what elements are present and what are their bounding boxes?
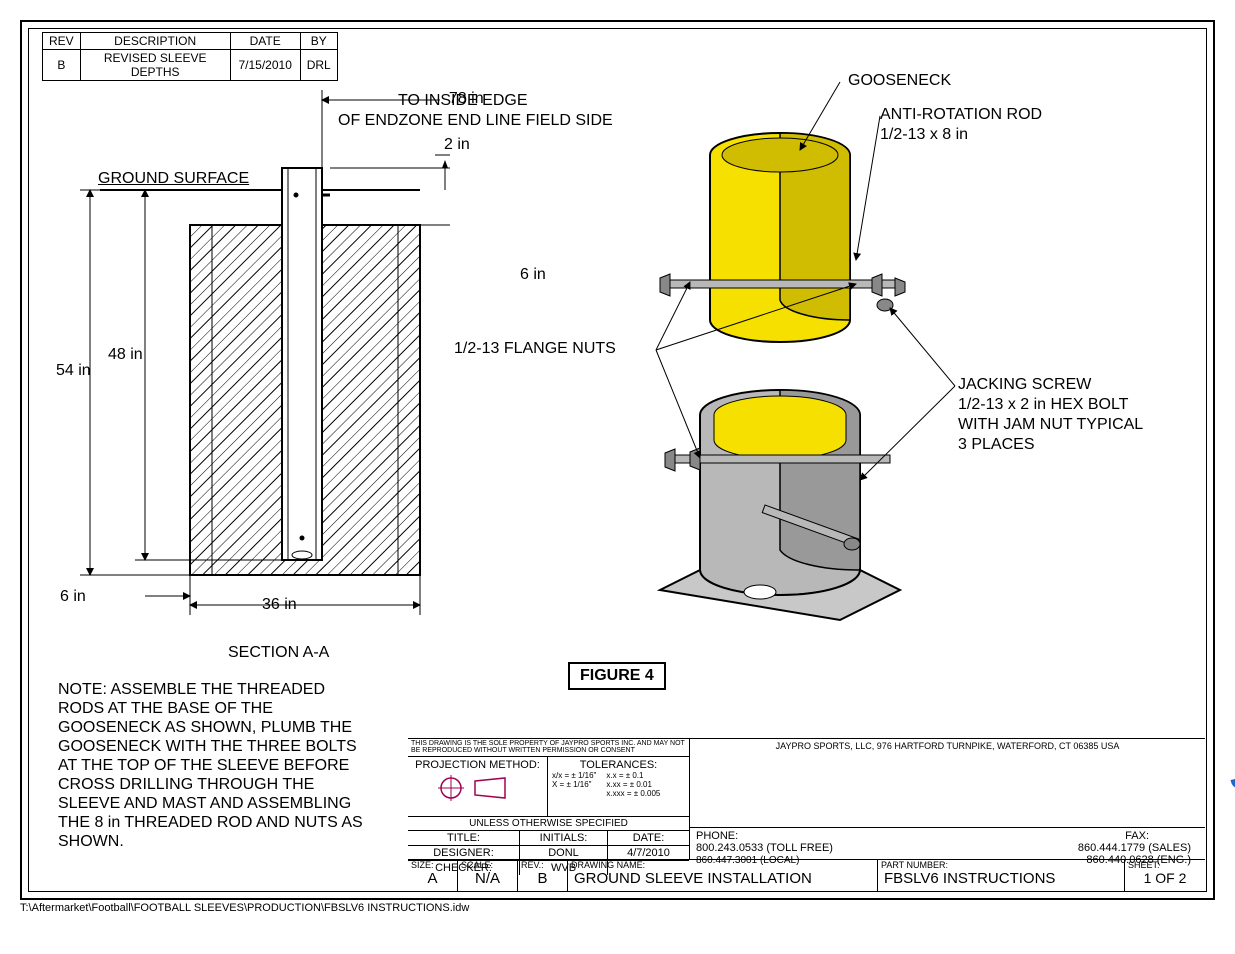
tb-scale-h: SCALE: [458, 860, 517, 870]
dim-36in: 36 in [262, 596, 297, 614]
tb-proprietary: THIS DRAWING IS THE SOLE PROPERTY OF JAY… [408, 739, 689, 757]
label-section-aa: SECTION A-A [228, 644, 329, 662]
note-l3: GOOSENECK WITH THE THREE BOLTS [58, 737, 363, 756]
note-l1: RODS AT THE BASE OF THE [58, 699, 363, 718]
note-l6: SLEEVE AND MAST AND ASSEMBLING [58, 794, 363, 813]
tb-tolerances: TOLERANCES: x/x = ± 1/16"X = ± 1/16" x.x… [548, 757, 689, 816]
tb-part-v: FBSLV6 INSTRUCTIONS [878, 870, 1124, 887]
file-path: T:\Aftermarket\Football\FOOTBALL SLEEVES… [20, 902, 469, 914]
tb-scale-v: N/A [458, 870, 517, 887]
tb-size-v: A [408, 870, 457, 887]
rev-header-row: REV DESCRIPTION DATE BY [43, 33, 338, 50]
tb-size-h: SIZE: [408, 860, 457, 870]
tb-designer-d: 4/7/2010 [608, 846, 689, 860]
tb-sheet-v: 1 OF 2 [1125, 870, 1205, 886]
tb-unless: UNLESS OTHERWISE SPECIFIED [408, 817, 689, 831]
dim-topnote3: OF ENDZONE END LINE FIELD SIDE [338, 112, 613, 130]
note-l5: CROSS DRILLING THROUGH THE [58, 775, 363, 794]
callout-antirod1: ANTI-ROTATION ROD [880, 106, 1042, 124]
tb-company-addr: JAYPRO SPORTS, LLC, 976 HARTFORD TURNPIK… [690, 739, 1205, 751]
dim-6in-upper: 6 in [520, 266, 546, 284]
dim-48in: 48 in [108, 346, 143, 364]
jaypro-logo: Jaypro [1230, 749, 1235, 799]
callout-leaders [400, 60, 1170, 660]
tb-sheet-h: SHEET: [1125, 860, 1205, 870]
rev-h4: BY [300, 33, 337, 50]
assembly-note: NOTE: ASSEMBLE THE THREADED RODS AT THE … [58, 680, 363, 851]
tb-title-h: TITLE: [408, 831, 520, 845]
callout-gooseneck: GOOSENECK [848, 72, 951, 90]
tb-rev-v: B [518, 870, 567, 887]
dim-54in: 54 in [56, 362, 91, 380]
callout-jack4: 3 PLACES [958, 436, 1034, 454]
callout-jack2: 1/2-13 x 2 in HEX BOLT [958, 396, 1128, 414]
tb-date-h: DATE: [608, 831, 689, 845]
callout-jack3: WITH JAM NUT TYPICAL [958, 416, 1143, 434]
note-l0: NOTE: ASSEMBLE THE THREADED [58, 680, 363, 699]
label-flange-nuts: 1/2-13 FLANGE NUTS [454, 340, 616, 358]
dim-topnote2: TO INSIDE EDGE [398, 92, 528, 110]
tb-dname-v: GROUND SLEEVE INSTALLATION [568, 870, 877, 887]
figure-4-label: FIGURE 4 [568, 662, 666, 690]
rev-h1: REV [43, 33, 81, 50]
note-l2: GOOSENECK AS SHOWN, PLUMB THE [58, 718, 363, 737]
callout-jack1: JACKING SCREW [958, 376, 1091, 394]
title-block: THIS DRAWING IS THE SOLE PROPERTY OF JAY… [408, 738, 1205, 890]
rev-h2: DESCRIPTION [80, 33, 230, 50]
note-l7: THE 8 in THREADED ROD AND NUTS AS [58, 813, 363, 832]
tb-dname-h: DRAWING NAME: [568, 860, 877, 870]
tb-designer-h: DESIGNER: [408, 846, 520, 860]
tb-projmethod: PROJECTION METHOD: [408, 757, 548, 816]
tb-initials-h: INITIALS: [520, 831, 608, 845]
note-l4: AT THE TOP OF THE SLEEVE BEFORE [58, 756, 363, 775]
callout-antirod2: 1/2-13 x 8 in [880, 126, 968, 144]
dim-2in: 2 in [444, 136, 470, 154]
tb-phone-block: PHONE: 800.243.0533 (TOLL FREE) 860.447.… [690, 828, 948, 859]
tb-designer-v: DONL [520, 846, 608, 860]
note-l8: SHOWN. [58, 832, 363, 851]
label-ground-surface: GROUND SURFACE [98, 170, 249, 188]
rev-h3: DATE [230, 33, 300, 50]
dim-6in-lower: 6 in [60, 588, 86, 606]
tb-rev-h: REV.: [518, 860, 567, 870]
tb-part-h: PART NUMBER: [878, 860, 1124, 870]
tb-fax-block: FAX: 860.444.1779 (SALES) 860.440.0628 (… [948, 828, 1206, 859]
